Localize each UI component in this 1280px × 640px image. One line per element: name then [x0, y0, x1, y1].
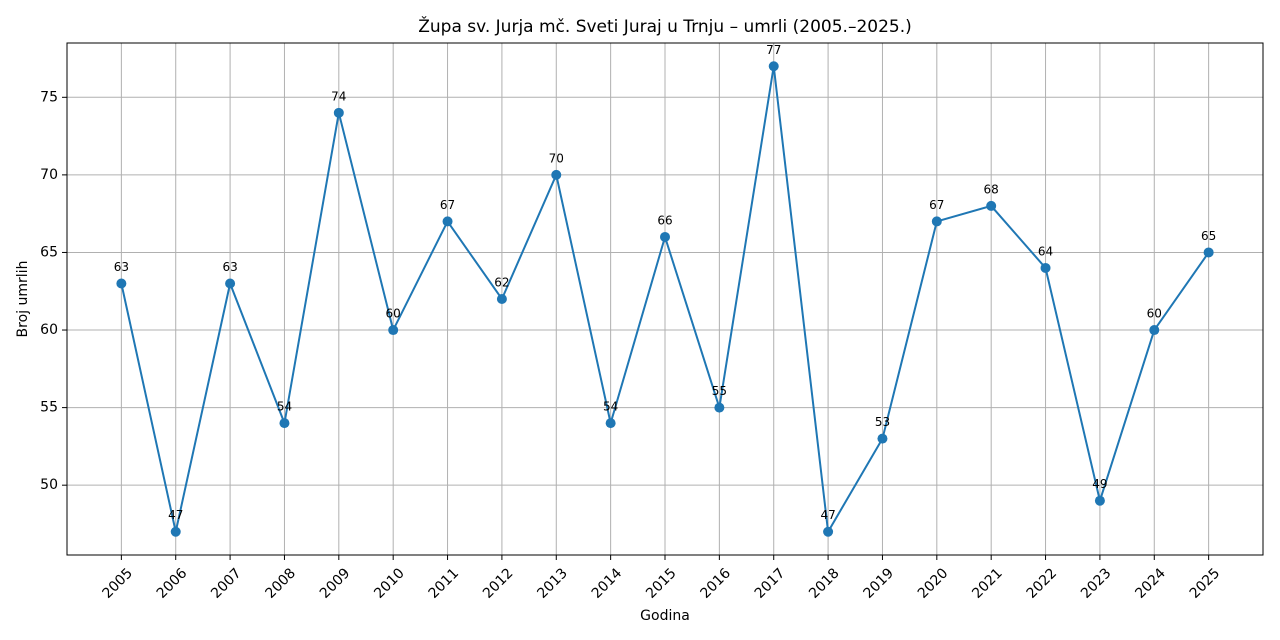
x-tick-label: 2016: [697, 565, 734, 602]
point: [551, 169, 562, 180]
point: [714, 402, 725, 413]
data-label: 77: [766, 43, 781, 57]
data-label: 60: [1147, 307, 1162, 321]
data-label: 67: [440, 198, 455, 212]
y-tick-label: 75: [40, 89, 58, 105]
point: [116, 278, 127, 289]
point: [605, 418, 616, 429]
data-label: 68: [984, 182, 999, 196]
point: [877, 433, 888, 444]
data-label: 70: [549, 151, 564, 165]
data-label: 64: [1038, 244, 1053, 258]
data-label: 54: [277, 400, 292, 414]
x-tick-label: 2007: [208, 565, 245, 602]
x-tick-label: 2013: [534, 565, 571, 602]
y-tick-label: 55: [40, 400, 58, 416]
data-label: 55: [712, 384, 727, 398]
point: [660, 231, 670, 242]
point: [823, 526, 834, 537]
x-tick-label: 2018: [806, 565, 843, 602]
y-tick-label: 65: [40, 244, 58, 260]
point: [279, 418, 290, 429]
x-tick-label: 2006: [154, 565, 191, 602]
y-tick-label: 50: [40, 477, 58, 493]
x-tick-label: 2009: [317, 565, 354, 602]
x-tick-label: 2008: [263, 565, 300, 602]
x-tick-label: 2021: [969, 565, 1006, 602]
x-tick-label: 2017: [752, 565, 789, 602]
data-label: 54: [603, 400, 618, 414]
x-tick-label: 2025: [1187, 565, 1224, 602]
x-tick-label: 2015: [643, 565, 680, 602]
point: [1040, 262, 1051, 273]
point: [1149, 325, 1160, 336]
x-tick-label: 2024: [1132, 565, 1169, 602]
point: [931, 216, 942, 227]
data-label: 47: [168, 508, 183, 522]
point: [170, 526, 181, 537]
data-label: 47: [820, 508, 835, 522]
point: [986, 200, 997, 211]
y-tick-label: 60: [40, 322, 58, 338]
data-label: 53: [875, 415, 890, 429]
x-tick-label: 2014: [589, 565, 626, 602]
data-label: 63: [222, 260, 237, 274]
data-label: 74: [331, 89, 346, 103]
point: [1203, 247, 1214, 258]
x-tick-label: 2020: [915, 565, 952, 602]
y-tick-label: 70: [40, 167, 58, 183]
x-tick-label: 2023: [1078, 565, 1115, 602]
point: [388, 325, 399, 336]
x-axis-label: Godina: [640, 608, 690, 624]
point: [496, 294, 507, 304]
data-label: 67: [929, 198, 944, 212]
chart-title: Župa sv. Jurja mč. Sveti Juraj u Trnju –…: [418, 15, 912, 37]
point: [768, 61, 779, 72]
point: [333, 107, 344, 118]
plot-frame: [66, 42, 1264, 556]
x-tick-label: 2012: [480, 565, 517, 602]
x-tick-label: 2022: [1024, 565, 1061, 602]
point: [1094, 495, 1105, 506]
point: [442, 216, 453, 227]
x-tick-label: 2011: [426, 565, 463, 602]
data-label: 65: [1201, 229, 1216, 243]
point: [225, 278, 236, 289]
data-label: 66: [657, 213, 672, 227]
x-tick-label: 2019: [861, 565, 898, 602]
data-label: 63: [114, 260, 129, 274]
y-axis-label: Broj umrlih: [15, 261, 31, 338]
data-label: 62: [494, 276, 509, 290]
data-label: 49: [1092, 477, 1107, 491]
x-tick-label: 2005: [99, 565, 136, 602]
x-tick-label: 2010: [371, 565, 408, 602]
data-label: 60: [386, 307, 401, 321]
